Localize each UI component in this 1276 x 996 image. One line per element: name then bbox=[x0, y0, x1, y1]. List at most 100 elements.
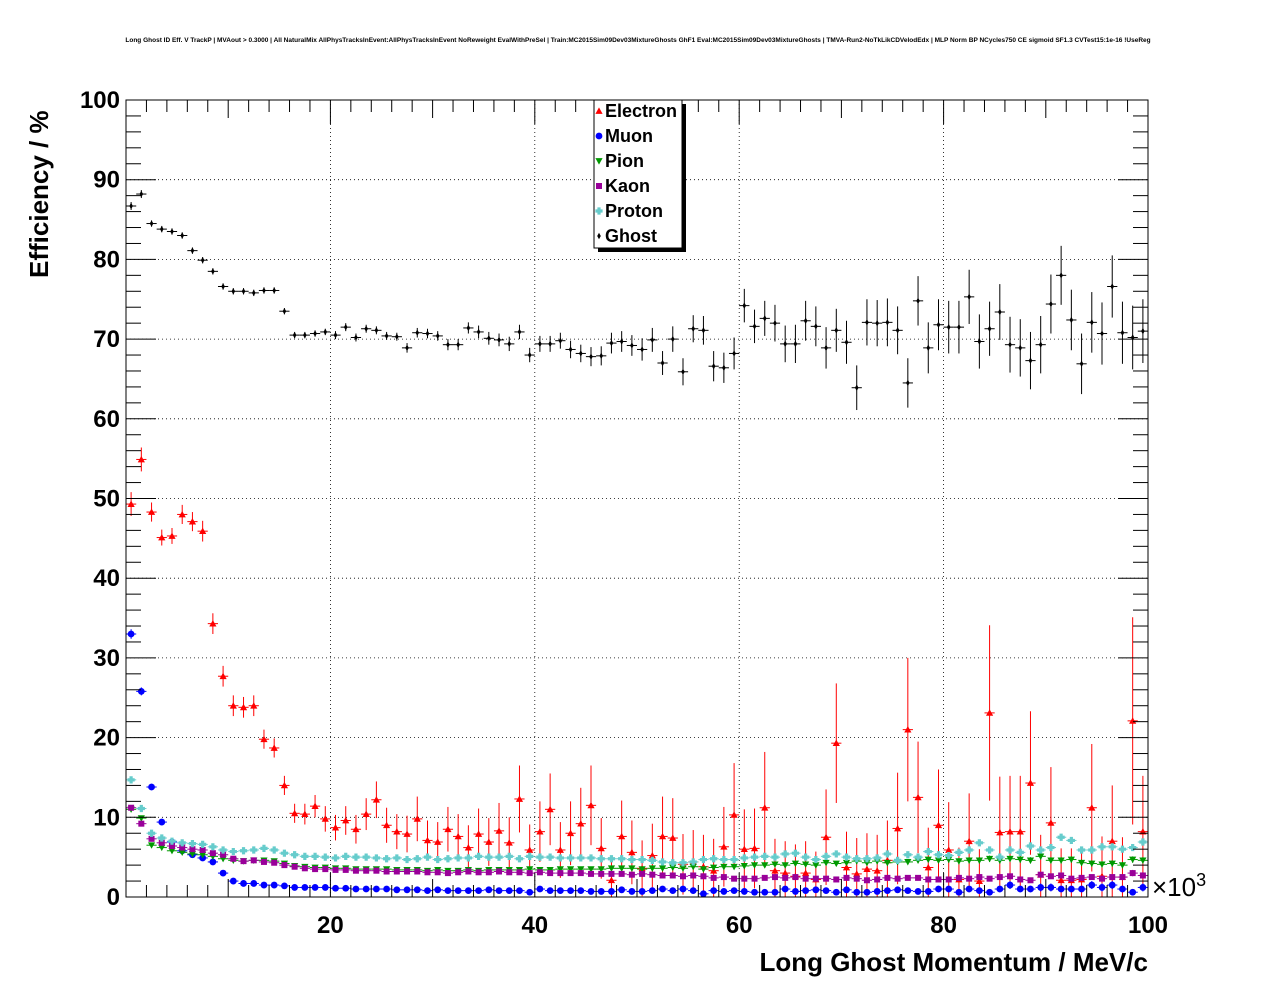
ghost-point bbox=[262, 287, 266, 294]
electron-point bbox=[505, 839, 513, 846]
muon-point bbox=[240, 880, 247, 887]
proton-point bbox=[1067, 836, 1075, 845]
electron-point bbox=[720, 843, 728, 850]
muon-point bbox=[679, 885, 687, 893]
muon-point bbox=[792, 888, 799, 895]
x-tick-label: 40 bbox=[521, 912, 548, 939]
proton-point bbox=[495, 853, 503, 861]
electron-point bbox=[546, 805, 554, 813]
proton-point bbox=[577, 854, 585, 862]
ghost-point bbox=[630, 342, 634, 349]
ghost-point bbox=[752, 323, 757, 330]
kaon-point bbox=[1088, 874, 1095, 881]
electron-point bbox=[280, 781, 289, 789]
electron-point bbox=[965, 837, 973, 845]
electron-point bbox=[444, 825, 452, 833]
pion-point bbox=[669, 864, 677, 872]
legend-marker-electron bbox=[595, 107, 603, 114]
ghost-point bbox=[1079, 360, 1084, 368]
x-tick-label: 100 bbox=[1128, 912, 1168, 939]
kaon-point bbox=[649, 871, 656, 878]
ghost-point bbox=[1130, 334, 1135, 341]
pion-point bbox=[965, 857, 973, 864]
pion-point bbox=[955, 858, 963, 865]
muon-point bbox=[945, 885, 953, 893]
electron-point bbox=[975, 877, 983, 884]
ghost-point bbox=[200, 256, 205, 264]
pion-point bbox=[802, 861, 810, 868]
kaon-point bbox=[230, 855, 237, 862]
electron-point bbox=[393, 828, 401, 835]
ghost-point bbox=[578, 350, 583, 357]
kaon-point bbox=[373, 867, 380, 874]
ghost-point bbox=[231, 288, 236, 295]
muon-point bbox=[975, 887, 983, 895]
ghost-point bbox=[497, 336, 501, 344]
proton-point bbox=[321, 853, 329, 861]
kaon-point bbox=[639, 870, 646, 877]
kaon-point bbox=[148, 835, 155, 842]
electron-point bbox=[515, 795, 524, 802]
kaon-point bbox=[291, 863, 298, 870]
kaon-point bbox=[782, 874, 789, 881]
proton-point bbox=[474, 852, 483, 860]
x-tick-label: 80 bbox=[930, 912, 957, 939]
electron-point bbox=[342, 816, 350, 824]
pion-point bbox=[526, 866, 534, 873]
kaon-point bbox=[281, 862, 288, 869]
ghost-point bbox=[854, 384, 859, 391]
ghost-point bbox=[568, 346, 573, 353]
pion-point bbox=[945, 856, 953, 864]
proton-point bbox=[699, 855, 708, 864]
ghost-point bbox=[762, 315, 767, 322]
pion-point bbox=[628, 865, 636, 872]
kaon-point bbox=[352, 867, 359, 874]
muon-point bbox=[1047, 884, 1055, 891]
proton-point bbox=[178, 839, 186, 847]
ghost-point bbox=[1038, 341, 1043, 348]
ghost-point bbox=[670, 335, 675, 343]
x-exponent-power: 3 bbox=[1196, 870, 1206, 890]
electron-point bbox=[536, 828, 544, 835]
kaon-point bbox=[393, 868, 400, 875]
y-tick-label: 0 bbox=[107, 884, 120, 911]
ghost-point bbox=[558, 337, 563, 344]
electron-point bbox=[178, 510, 186, 518]
ghost-point bbox=[1018, 344, 1023, 352]
kaon-point bbox=[1119, 874, 1126, 881]
proton-point bbox=[137, 804, 145, 813]
ghost-point bbox=[190, 247, 195, 254]
pion-point bbox=[1139, 857, 1147, 864]
muon-point bbox=[1067, 885, 1075, 893]
kaon-point bbox=[465, 868, 472, 875]
muon-point bbox=[986, 888, 993, 896]
proton-point bbox=[945, 851, 953, 860]
data-layer bbox=[126, 190, 1148, 898]
ghost-point bbox=[384, 332, 389, 340]
proton-point bbox=[750, 853, 759, 861]
proton-point bbox=[832, 850, 840, 858]
pion-point bbox=[699, 866, 708, 873]
pion-point bbox=[720, 863, 728, 871]
electron-point bbox=[331, 824, 340, 831]
ghost-point bbox=[149, 220, 154, 227]
proton-point bbox=[924, 847, 932, 856]
proton-point bbox=[996, 853, 1004, 861]
electron-point bbox=[1006, 828, 1014, 835]
ghost-point bbox=[251, 289, 256, 297]
pion-point bbox=[158, 844, 166, 852]
kaon-point bbox=[128, 804, 135, 811]
ghost-point bbox=[374, 327, 379, 334]
electron-point bbox=[147, 508, 156, 515]
electron-point bbox=[853, 870, 861, 877]
proton-point bbox=[352, 853, 360, 861]
muon-point bbox=[383, 885, 391, 893]
muon-point bbox=[219, 869, 227, 877]
y-tick-label: 50 bbox=[93, 486, 120, 513]
ghost-point bbox=[722, 364, 726, 371]
kaon-point bbox=[434, 869, 441, 876]
muon-point bbox=[372, 885, 380, 893]
kaon-point bbox=[189, 846, 196, 853]
pion-point bbox=[883, 859, 891, 867]
proton-point bbox=[740, 854, 748, 862]
